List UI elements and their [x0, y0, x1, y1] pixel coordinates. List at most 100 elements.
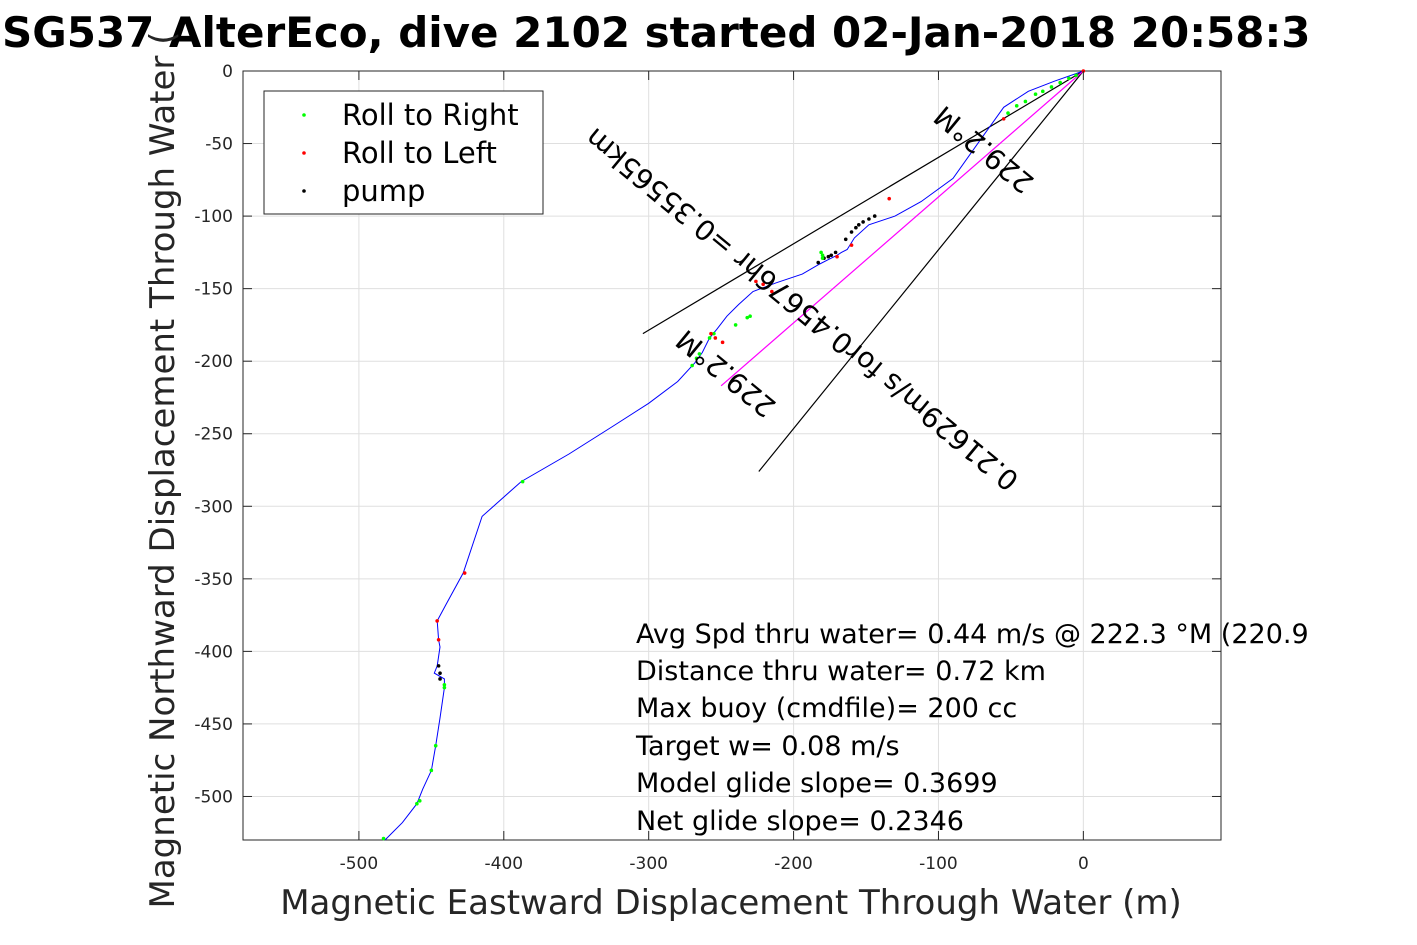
roll-right-point [433, 743, 438, 748]
roll-right-point [1033, 92, 1038, 97]
roll-left-point [713, 336, 718, 340]
pump-point [867, 217, 871, 221]
roll-right-point [712, 331, 716, 336]
pump-point [436, 664, 441, 668]
pump-point [872, 214, 877, 218]
x-tick-label: -500 [340, 854, 379, 874]
cone-line-upper [642, 70, 1084, 335]
legend-label-pump: pump [342, 174, 425, 208]
roll-right-point [1040, 89, 1045, 94]
plot-frame [242, 70, 1222, 841]
roll-left-point [835, 254, 839, 259]
pump-point [438, 677, 442, 681]
legend-label-roll-left: Roll to Left [342, 136, 497, 170]
pump-point [816, 260, 821, 265]
y-tick-label: -350 [194, 570, 233, 590]
legend-marker-roll-left [302, 151, 306, 155]
legend-marker-roll-right [302, 113, 306, 117]
pump-point [861, 220, 865, 224]
y-tick-label: -100 [194, 207, 233, 227]
roll-right-point [381, 836, 386, 841]
roll-right-point [442, 685, 447, 690]
y-axis-label: Magnetic Northward Displacement Through … [143, 32, 183, 909]
x-tick-label: -200 [774, 854, 813, 874]
net-displacement-line [720, 70, 1084, 387]
x-tick-label: 0 [1078, 854, 1089, 874]
pump-point [854, 225, 858, 230]
roll-right-point [690, 363, 694, 368]
pump-point [438, 671, 442, 675]
roll-right-point [820, 256, 825, 260]
stats-line-target-w: Target w= 0.08 m/s [635, 731, 900, 762]
cone-line-lower [758, 70, 1084, 472]
roll-left-point [761, 282, 765, 287]
roll-right-point [1006, 111, 1010, 115]
roll-left-point [1001, 117, 1006, 121]
roll-left-point [462, 571, 467, 575]
x-tick-label: -300 [629, 854, 668, 874]
roll-left-point [754, 279, 758, 284]
y-tick-label: 0 [222, 62, 233, 82]
pump-point [856, 223, 861, 227]
y-tick-label: -50 [205, 135, 233, 155]
stats-line-distance: Distance thru water= 0.72 km [636, 656, 1046, 687]
legend-marker-pump [302, 189, 306, 193]
x-axis-label: Magnetic Eastward Displacement Through W… [280, 883, 1182, 923]
roll-left-point [436, 637, 441, 642]
legend-box [263, 90, 544, 215]
x-ticks: -500 -400 -300 -200 -100 0 [340, 71, 1089, 874]
stats-line-avg-speed: Avg Spd thru water= 0.44 m/s @ 222.3 °M … [636, 619, 1309, 650]
net-displacement [720, 70, 1084, 387]
stats-line-max-buoy: Max buoy (cmdfile)= 200 cc [636, 693, 1017, 724]
stats-line-net-glide: Net glide slope= 0.2346 [636, 806, 964, 837]
pump-point [849, 230, 854, 234]
roll-left-point [849, 243, 854, 247]
roll-right-point [429, 768, 434, 773]
roll-right-point [1014, 104, 1019, 108]
legend: Roll to Right Roll to Left pump [263, 90, 544, 215]
y-tick-label: -300 [194, 497, 233, 517]
y-ticks: 0 -50 -100 -150 -200 -250 -300 -350 -400 -450 -500 [194, 62, 1221, 807]
pump-point [833, 250, 838, 255]
roll-right-point [1058, 80, 1062, 85]
roll-right-point [1067, 76, 1071, 81]
roll-right-point [694, 356, 699, 361]
roll-right-point [733, 323, 738, 327]
y-tick-label: -200 [194, 352, 233, 372]
roll-right-point [442, 682, 447, 687]
roll-left-point [720, 340, 725, 345]
x-tick-label: -400 [485, 854, 524, 874]
roll-right-point [745, 315, 750, 320]
y-tick-label: -500 [194, 787, 233, 807]
markers [381, 69, 1086, 841]
roll-right-point [1023, 99, 1028, 104]
chart-title: SG537 AlterEco, dive 2102 started 02-Jan… [2, 8, 1310, 57]
pump-point [826, 254, 831, 259]
y-tick-label: -400 [194, 642, 233, 662]
roll-right-point [520, 479, 525, 484]
roll-right-point [1074, 73, 1078, 78]
y-tick-label: -250 [194, 425, 233, 445]
roll-right-point [820, 253, 825, 258]
legend-label-roll-right: Roll to Right [342, 98, 519, 132]
roll-right-point [415, 801, 419, 806]
stats-line-model-glide: Model glide slope= 0.3699 [636, 768, 998, 799]
cone-lines [642, 70, 1084, 472]
roll-left-point [887, 196, 892, 201]
roll-left-point [709, 331, 713, 336]
roll-right-point [1049, 85, 1054, 89]
roll-right-point [707, 336, 712, 340]
roll-right-point [417, 799, 422, 803]
roll-left-point [770, 289, 774, 294]
roll-right-point [748, 314, 752, 319]
roll-left-point [435, 619, 439, 623]
y-tick-label: -450 [194, 715, 233, 735]
y-tick-label: -150 [194, 280, 233, 300]
roll-right-point [819, 250, 823, 255]
pump-point [829, 253, 834, 258]
x-tick-label: -100 [919, 854, 958, 874]
stats-text: Avg Spd thru water= 0.44 m/s @ 222.3 °M … [635, 619, 1309, 837]
pump-point [843, 237, 848, 242]
roll-right-point [697, 352, 702, 356]
